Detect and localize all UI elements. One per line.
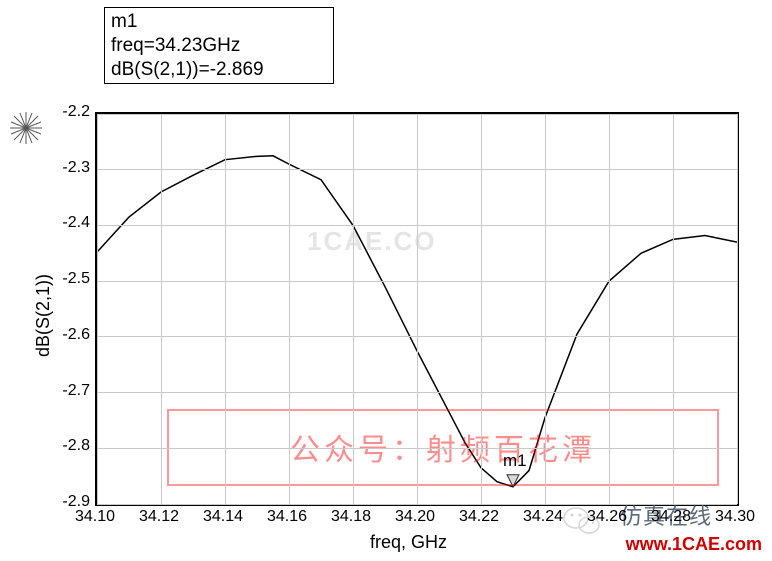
y-tick-label: -2.9 — [40, 493, 90, 511]
grid-line-horizontal — [97, 392, 737, 393]
grid-line-vertical — [289, 114, 290, 504]
grid-line-vertical — [673, 114, 674, 504]
x-tick-label: 34.18 — [326, 508, 376, 526]
watermark-url: www.1CAE.com — [626, 534, 762, 555]
grid-line-horizontal — [97, 281, 737, 282]
marker-info-line: dB(S(2,1))=-2.869 — [111, 58, 327, 82]
marker-info-line: freq=34.23GHz — [111, 34, 327, 58]
spark-icon — [8, 110, 44, 151]
marker-info-line: m1 — [111, 10, 327, 34]
x-tick-label: 34.14 — [198, 508, 248, 526]
marker-info-box: m1 freq=34.23GHz dB(S(2,1))=-2.869 — [104, 7, 334, 84]
grid-line-horizontal — [97, 114, 737, 115]
grid-line-vertical — [353, 114, 354, 504]
y-tick-label: -2.5 — [40, 270, 90, 288]
grid-line-vertical — [481, 114, 482, 504]
y-tick-label: -2.3 — [40, 159, 90, 177]
grid-line-vertical — [737, 114, 738, 504]
x-axis-label: freq, GHz — [370, 532, 447, 553]
x-tick-label: 34.24 — [518, 508, 568, 526]
grid-line-horizontal — [97, 336, 737, 337]
x-tick-label: 34.30 — [710, 508, 760, 526]
grid-line-horizontal — [97, 448, 737, 449]
marker-label: m1 — [503, 451, 527, 471]
x-tick-label: 34.28 — [646, 508, 696, 526]
grid-line-horizontal — [97, 504, 737, 505]
grid-line-vertical — [161, 114, 162, 504]
grid-line-horizontal — [97, 225, 737, 226]
grid-line-vertical — [545, 114, 546, 504]
plot-area: 1CAE.CO 公众号：射频百花潭 — [95, 112, 739, 506]
x-tick-label: 34.20 — [390, 508, 440, 526]
x-tick-label: 34.26 — [582, 508, 632, 526]
x-tick-label: 34.12 — [134, 508, 184, 526]
grid-line-vertical — [417, 114, 418, 504]
x-tick-label: 34.22 — [454, 508, 504, 526]
y-tick-label: -2.8 — [40, 437, 90, 455]
grid-line-vertical — [609, 114, 610, 504]
y-tick-label: -2.4 — [40, 214, 90, 232]
x-tick-label: 34.16 — [262, 508, 312, 526]
grid-line-horizontal — [97, 169, 737, 170]
grid-line-vertical — [225, 114, 226, 504]
y-tick-label: -2.7 — [40, 382, 90, 400]
y-tick-label: -2.2 — [40, 103, 90, 121]
grid-line-vertical — [97, 114, 98, 504]
y-tick-label: -2.6 — [40, 326, 90, 344]
